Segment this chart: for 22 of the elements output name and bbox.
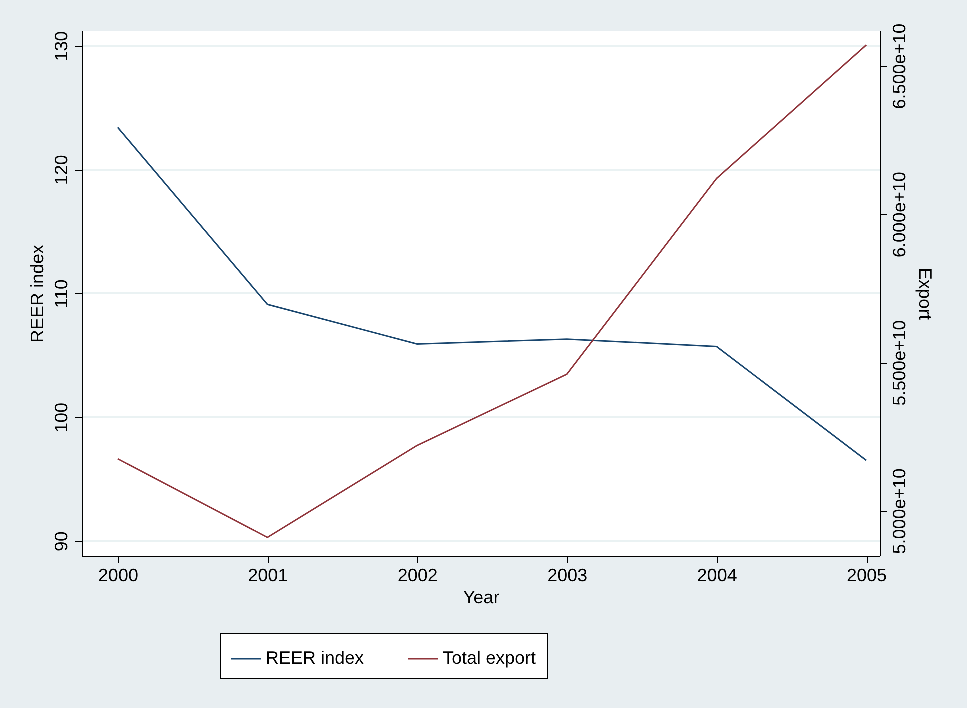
x-tick-label: 2002 <box>398 566 438 586</box>
y-tick-label: 100 <box>52 402 72 433</box>
y-tick-label: 120 <box>52 155 72 186</box>
y-tick-label: 90 <box>52 532 72 552</box>
y2-tick-label: 5.500e+10 <box>890 320 910 406</box>
line-series <box>117 126 868 462</box>
legend-label: Total export <box>443 648 536 668</box>
y2-axis-title: Export <box>916 268 936 320</box>
y-axis-title: REER index <box>28 244 48 344</box>
x-tick-label: 2000 <box>98 566 138 586</box>
x-tick-label: 2004 <box>697 566 738 586</box>
y-tick-label: 110 <box>52 280 72 308</box>
x-tick-label: 2005 <box>847 566 888 586</box>
y2-tick-label: 6.000e+10 <box>890 172 910 258</box>
y2-tick-label: 5.000e+10 <box>890 468 910 554</box>
x-axis-title: Year <box>463 588 500 608</box>
x-tick-label: 2001 <box>248 566 288 586</box>
y2-tick-label: 6.500e+10 <box>890 24 910 110</box>
y-tick-label: 130 <box>52 31 72 62</box>
x-tick-label: 2003 <box>548 566 588 586</box>
line-series <box>117 44 868 538</box>
legend-label: REER index <box>266 648 364 668</box>
